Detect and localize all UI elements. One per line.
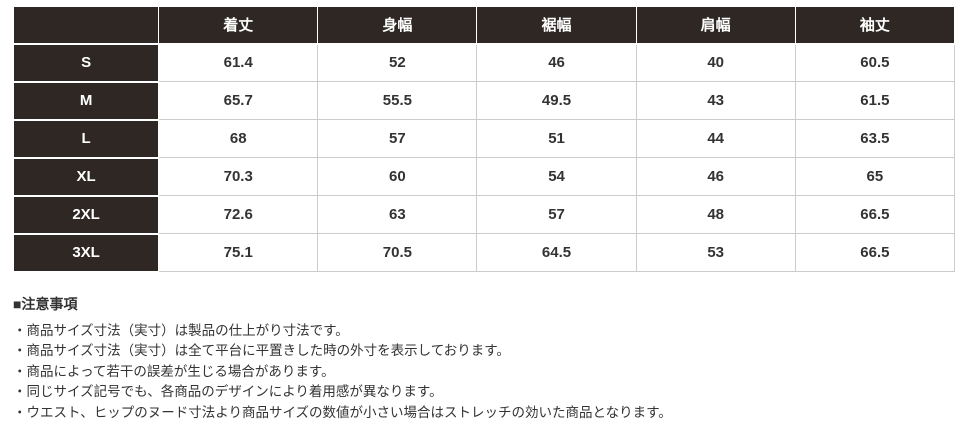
measurement-cell: 72.6 [158,195,319,234]
measurement-cell: 66.5 [794,233,956,272]
table-row-3xl: 3XL 75.1 70.5 64.5 53 66.5 [12,233,956,273]
measurement-cell: 61.4 [158,43,319,82]
note-item: ・商品サイズ寸法（実寸）は製品の仕上がり寸法です。 [13,322,349,338]
measurement-cell: 53 [635,233,796,272]
table-row-m: M 65.7 55.5 49.5 43 61.5 [12,81,956,121]
column-header-katahaba: 肩幅 [635,6,796,45]
measurement-cell: 70.5 [317,233,478,272]
measurement-cell: 54 [476,157,637,196]
measurement-cell: 46 [635,157,796,196]
table-row-xl: XL 70.3 60 54 46 65 [12,157,956,197]
table-row-s: S 61.4 52 46 40 60.5 [12,43,956,83]
measurement-cell: 60 [317,157,478,196]
measurement-cell: 55.5 [317,81,478,120]
column-header-sodetake: 袖丈 [794,6,956,45]
table-header-row: 着丈 身幅 裾幅 肩幅 袖丈 [12,6,956,45]
size-label: XL [12,157,160,197]
corner-cell [12,6,160,45]
measurement-cell: 65 [794,157,956,196]
note-item: ・ウエスト、ヒップのヌード寸法より商品サイズの数値が小さい場合はストレッチの効い… [13,404,672,420]
size-label: S [12,43,160,83]
size-label: 3XL [12,233,160,273]
size-chart-table: 着丈 身幅 裾幅 肩幅 袖丈 S 61.4 52 46 40 60.5 M 65… [12,6,956,273]
measurement-cell: 75.1 [158,233,319,272]
column-header-susohaba: 裾幅 [476,6,637,45]
size-label: 2XL [12,195,160,235]
measurement-cell: 49.5 [476,81,637,120]
table-row-l: L 68 57 51 44 63.5 [12,119,956,159]
measurement-cell: 63.5 [794,119,956,158]
measurement-cell: 70.3 [158,157,319,196]
measurement-cell: 61.5 [794,81,956,120]
note-item: ・同じサイズ記号でも、各商品のデザインにより着用感が異なります。 [13,384,443,399]
measurement-cell: 52 [317,43,478,82]
measurement-cell: 64.5 [476,233,637,272]
column-header-mihaba: 身幅 [317,6,478,45]
measurement-cell: 65.7 [158,81,319,120]
measurement-cell: 57 [476,195,637,234]
note-item: ・商品サイズ寸法（実寸）は全て平台に平置きした時の外寸を表示しております。 [13,343,510,358]
measurement-cell: 51 [476,119,637,158]
notes-section: ■注意事項 ・商品サイズ寸法（実寸）は製品の仕上がり寸法です。 ・商品サイズ寸法… [13,294,955,421]
measurement-cell: 60.5 [794,43,956,82]
measurement-cell: 43 [635,81,796,120]
measurement-cell: 44 [635,119,796,158]
note-item: ・商品によって若干の誤差が生じる場合があります。 [13,363,335,379]
size-label: L [12,119,160,159]
measurement-cell: 57 [317,119,478,158]
notes-list: ・商品サイズ寸法（実寸）は製品の仕上がり寸法です。 ・商品サイズ寸法（実寸）は全… [13,321,955,421]
measurement-cell: 46 [476,43,637,82]
measurement-cell: 68 [158,119,319,158]
measurement-cell: 66.5 [794,195,956,234]
measurement-cell: 63 [317,195,478,234]
notes-heading: ■注意事項 [13,295,78,312]
table-row-2xl: 2XL 72.6 63 57 48 66.5 [12,195,956,235]
measurement-cell: 40 [635,43,796,82]
column-header-chakutake: 着丈 [158,6,319,45]
measurement-cell: 48 [635,195,796,234]
size-label: M [12,81,160,121]
